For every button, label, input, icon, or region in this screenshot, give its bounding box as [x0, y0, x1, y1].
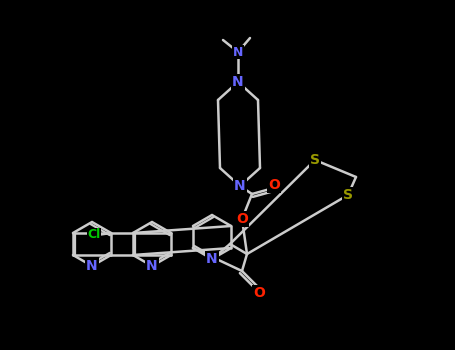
Text: Cl: Cl	[87, 229, 101, 241]
Text: S: S	[310, 153, 320, 167]
Text: N: N	[206, 252, 218, 266]
Text: N: N	[234, 179, 246, 193]
Text: N: N	[146, 259, 158, 273]
Text: N: N	[86, 259, 98, 273]
Text: N: N	[233, 46, 243, 58]
Text: S: S	[343, 188, 353, 202]
Text: N: N	[232, 75, 244, 89]
Text: O: O	[236, 212, 248, 226]
Text: O: O	[253, 286, 265, 300]
Text: O: O	[268, 178, 280, 192]
